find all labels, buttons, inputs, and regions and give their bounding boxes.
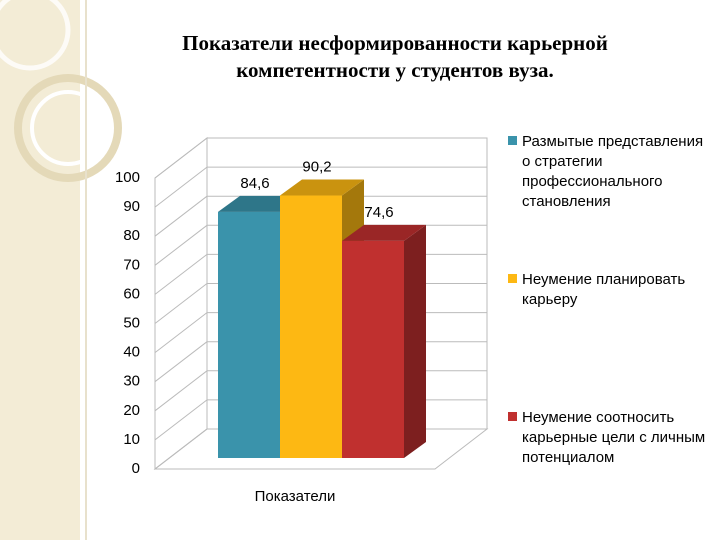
y-tick-label: 0 xyxy=(132,460,140,477)
y-tick-label: 40 xyxy=(123,344,140,361)
y-tick-label: 90 xyxy=(123,198,140,215)
legend-label: Неумение планировать карьеру xyxy=(522,271,686,308)
decor-circle xyxy=(30,90,106,166)
bar xyxy=(280,195,342,458)
bar-side xyxy=(404,224,426,458)
chart-title: Показатели несформированности карьерной … xyxy=(182,31,608,82)
y-tick-label: 70 xyxy=(123,256,140,273)
grid-line xyxy=(154,224,208,266)
value-label: 74,6 xyxy=(364,204,393,221)
legend-label: Размытые представления о стратегии профе… xyxy=(522,133,704,210)
y-tick-label: 20 xyxy=(123,402,140,419)
y-tick-label: 10 xyxy=(123,431,140,448)
grid-line xyxy=(154,399,208,441)
legend-label: Неумение соотносить карьерные цели с лич… xyxy=(522,409,706,466)
grid-line xyxy=(154,195,208,237)
grid-line xyxy=(154,370,208,412)
decor-circle xyxy=(14,74,122,182)
legend-swatch xyxy=(508,136,517,145)
value-label: 84,6 xyxy=(240,175,269,192)
legend-item: Неумение соотносить карьерные цели с лич… xyxy=(508,408,708,468)
value-label: 90,2 xyxy=(302,158,331,175)
y-tick-label: 30 xyxy=(123,373,140,390)
grid-line xyxy=(154,341,208,383)
grid-line xyxy=(154,166,208,208)
legend-swatch xyxy=(508,412,517,421)
bar-top xyxy=(342,224,426,241)
y-tick-label: 50 xyxy=(123,314,140,331)
y-tick-label: 60 xyxy=(123,285,140,302)
grid-line xyxy=(154,283,208,324)
y-tick-label: 80 xyxy=(123,227,140,244)
grid-line xyxy=(154,137,208,179)
grid-line xyxy=(154,428,208,470)
legend-item: Неумение планировать карьеру xyxy=(508,270,708,310)
legend-item: Размытые представления о стратегии профе… xyxy=(508,132,708,212)
bar xyxy=(342,240,404,458)
grid-line xyxy=(154,254,208,295)
bar xyxy=(218,211,280,458)
bar-top xyxy=(280,179,364,196)
decor-circle xyxy=(0,0,71,71)
x-tick-label: Показатели xyxy=(255,488,336,505)
legend-swatch xyxy=(508,274,517,283)
grid-line xyxy=(154,312,208,353)
y-tick-label: 100 xyxy=(115,169,140,186)
